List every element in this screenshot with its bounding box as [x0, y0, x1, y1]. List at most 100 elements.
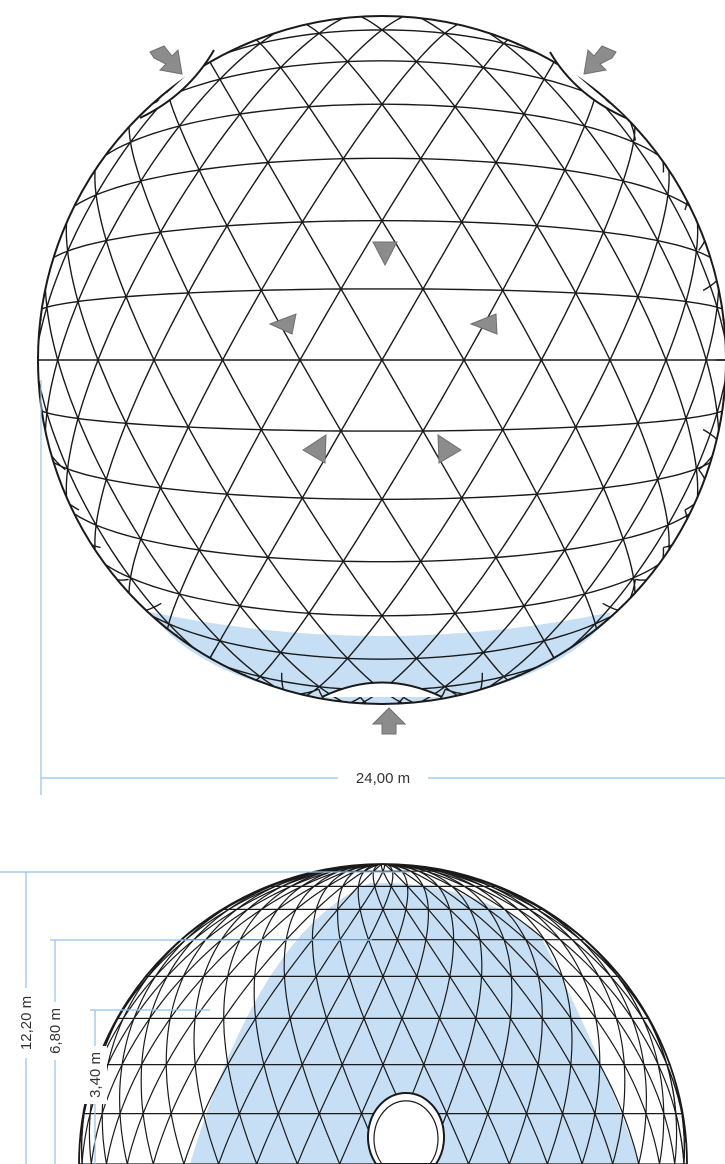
strut-line	[517, 908, 546, 941]
strut-line	[285, 909, 297, 940]
strut-line	[444, 32, 484, 68]
strut-line	[526, 1064, 539, 1114]
strut-line	[140, 487, 162, 540]
strut-line	[454, 612, 484, 653]
strut-line	[221, 908, 262, 941]
strut-line	[455, 106, 525, 115]
strut-line	[382, 976, 403, 1019]
strut-line	[77, 417, 127, 424]
strut-line	[239, 605, 282, 653]
strut-line	[289, 976, 317, 1019]
strut-line	[495, 549, 565, 559]
strut-line	[301, 1064, 320, 1114]
strut-line	[422, 430, 463, 499]
strut-line	[119, 1064, 143, 1114]
strut-line	[502, 426, 576, 431]
strut-line	[346, 615, 383, 659]
strut-line	[381, 16, 411, 31]
strut-line	[301, 221, 342, 290]
strut-line	[66, 194, 97, 252]
strut-line	[461, 221, 537, 227]
strut-line	[583, 593, 596, 624]
strut-line	[623, 180, 669, 196]
strut-line	[255, 976, 285, 1019]
strut-line	[160, 225, 228, 233]
strut-line	[617, 976, 644, 1019]
strut-line	[277, 885, 315, 910]
strut-line	[526, 1113, 548, 1164]
strut-line	[239, 908, 279, 941]
strut-line	[254, 939, 263, 977]
strut-line	[285, 908, 317, 941]
strut-line	[140, 538, 180, 595]
strut-line	[495, 557, 525, 607]
strut-line	[537, 1018, 543, 1065]
strut-line	[444, 652, 484, 688]
strut-line	[178, 78, 221, 127]
strut-line	[410, 686, 446, 704]
strut-line	[475, 1018, 503, 1065]
strut-line	[178, 549, 200, 595]
strut-line	[546, 1113, 564, 1164]
strut-line	[318, 1064, 343, 1114]
strut-line	[461, 221, 504, 291]
strut-line	[631, 1018, 659, 1065]
strut-line	[418, 870, 453, 887]
strut-line	[178, 125, 200, 171]
strut-line	[185, 908, 230, 941]
strut-line	[643, 1064, 665, 1114]
strut-line	[126, 1113, 144, 1164]
strut-line	[236, 885, 283, 910]
strut-line	[301, 1018, 328, 1065]
arrow-up-icon	[371, 707, 407, 735]
strut-line	[544, 939, 584, 977]
strut-line	[342, 103, 383, 160]
strut-line	[598, 976, 617, 1019]
strut-line	[348, 976, 365, 1019]
strut-line	[32, 314, 35, 360]
strut-line	[95, 524, 141, 540]
strut-line	[463, 1018, 477, 1065]
strut-line	[198, 169, 228, 227]
strut-line	[188, 426, 262, 431]
strut-line	[311, 909, 317, 940]
strut-line	[95, 194, 107, 241]
strut-line	[95, 117, 131, 163]
strut-line	[453, 939, 482, 977]
strut-line	[153, 359, 189, 428]
strut-line	[346, 29, 383, 63]
strut-line	[125, 231, 162, 298]
strut-line	[695, 250, 718, 308]
strut-line	[381, 29, 445, 34]
strut-line	[475, 976, 483, 1019]
strut-line	[502, 429, 538, 495]
strut-line	[301, 158, 344, 223]
strut-line	[595, 1018, 601, 1065]
strut-line	[570, 1018, 601, 1065]
strut-line	[622, 180, 659, 241]
strut-line	[657, 418, 687, 480]
strut-line	[561, 976, 597, 1019]
strut-line	[401, 870, 409, 887]
strut-line	[236, 885, 276, 910]
strut-line	[495, 113, 525, 163]
strut-line	[358, 870, 375, 887]
strut-line	[77, 301, 99, 361]
strut-line	[665, 301, 687, 361]
strut-line	[219, 605, 241, 642]
strut-line	[227, 939, 263, 977]
strut-line	[455, 605, 525, 614]
strut-line	[261, 429, 342, 432]
strut-line	[382, 10, 432, 14]
strut-line	[381, 158, 422, 222]
strut-line	[187, 359, 224, 428]
strut-line	[147, 939, 187, 977]
strut-line	[523, 113, 566, 171]
strut-line	[193, 908, 238, 941]
strut-line	[353, 13, 410, 14]
strut-line	[631, 1018, 645, 1065]
strut-line	[579, 939, 612, 977]
strut-line	[67, 239, 107, 252]
strut-line	[464, 885, 505, 910]
strut-line	[411, 12, 432, 14]
